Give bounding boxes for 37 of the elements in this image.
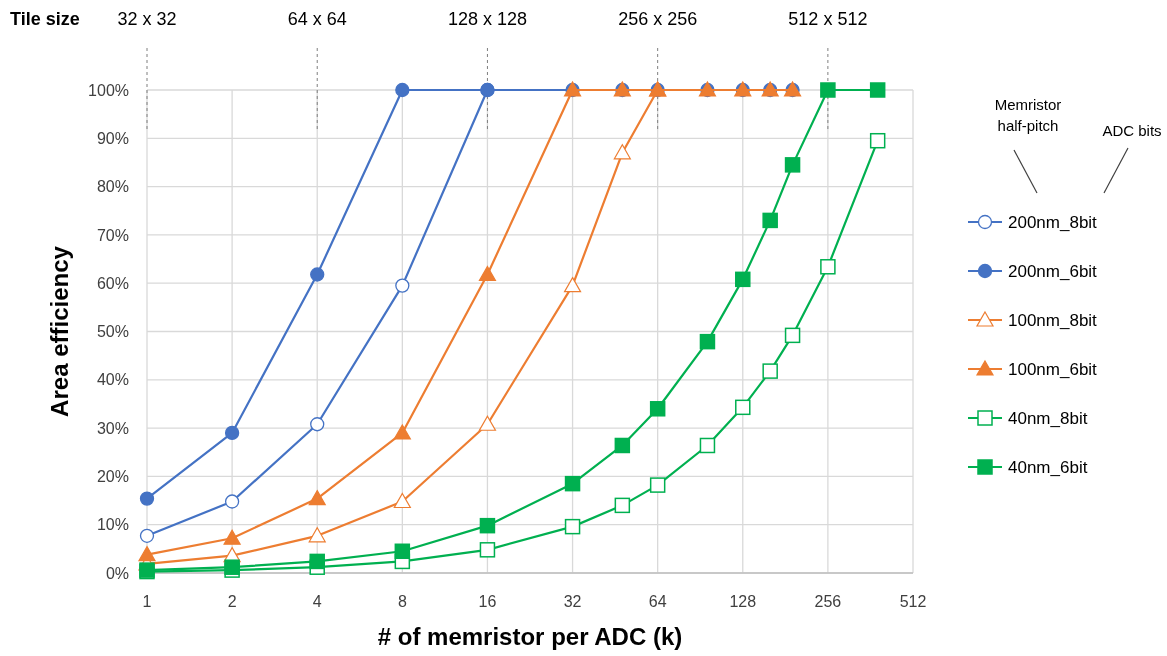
y-tick-label: 0% bbox=[105, 564, 129, 582]
y-tick-label: 50% bbox=[96, 323, 129, 341]
y-axis-title: Area efficiency bbox=[46, 245, 73, 417]
annotation: 128 x 128 bbox=[447, 9, 527, 29]
legend-label: 40nm_6bit bbox=[1008, 457, 1088, 477]
y-tick-label: 40% bbox=[96, 371, 129, 389]
annotation: 64 x 64 bbox=[287, 9, 347, 29]
x-tick-label: 32 bbox=[563, 593, 582, 610]
x-tick-label: 16 bbox=[478, 593, 497, 610]
y-tick-label: 70% bbox=[96, 226, 129, 244]
x-tick-label: 4 bbox=[312, 593, 322, 610]
x-tick-label: 8 bbox=[397, 593, 407, 610]
y-tick-label: 20% bbox=[96, 468, 129, 485]
y-tick-label: 80% bbox=[96, 178, 129, 196]
x-tick-label: 2 bbox=[227, 593, 237, 610]
x-tick-label: 1 bbox=[142, 593, 152, 610]
annotation: 32 x 32 bbox=[117, 9, 177, 29]
x-tick-label: 128 bbox=[729, 593, 757, 610]
y-tick-label: 10% bbox=[96, 516, 129, 534]
x-axis-title: # of memristor per ADC (k) bbox=[377, 623, 683, 650]
legend-label: 100nm_8bit bbox=[1008, 310, 1098, 330]
legend-label: 40nm_8bit bbox=[1008, 408, 1088, 428]
y-tick-label: 90% bbox=[96, 129, 129, 147]
annotation: 256 x 256 bbox=[618, 9, 698, 29]
x-tick-label: 256 bbox=[814, 593, 842, 610]
x-tick-label: 64 bbox=[648, 593, 667, 610]
text: Tile size bbox=[10, 9, 80, 29]
legend-label: 100nm_6bit bbox=[1008, 359, 1098, 379]
y-tick-label: 60% bbox=[96, 274, 129, 292]
y-tick-label: 30% bbox=[96, 419, 129, 437]
annotation: 512 x 512 bbox=[788, 9, 868, 29]
y-tick-label: 100% bbox=[88, 81, 129, 99]
x-tick-label: 512 bbox=[899, 593, 927, 610]
legend-label: 200nm_6bit bbox=[1008, 261, 1098, 281]
legend-label: 200nm_8bit bbox=[1008, 212, 1098, 232]
text: Memristor half-pitch bbox=[994, 96, 1062, 134]
text: ADC bits bbox=[1102, 122, 1162, 139]
